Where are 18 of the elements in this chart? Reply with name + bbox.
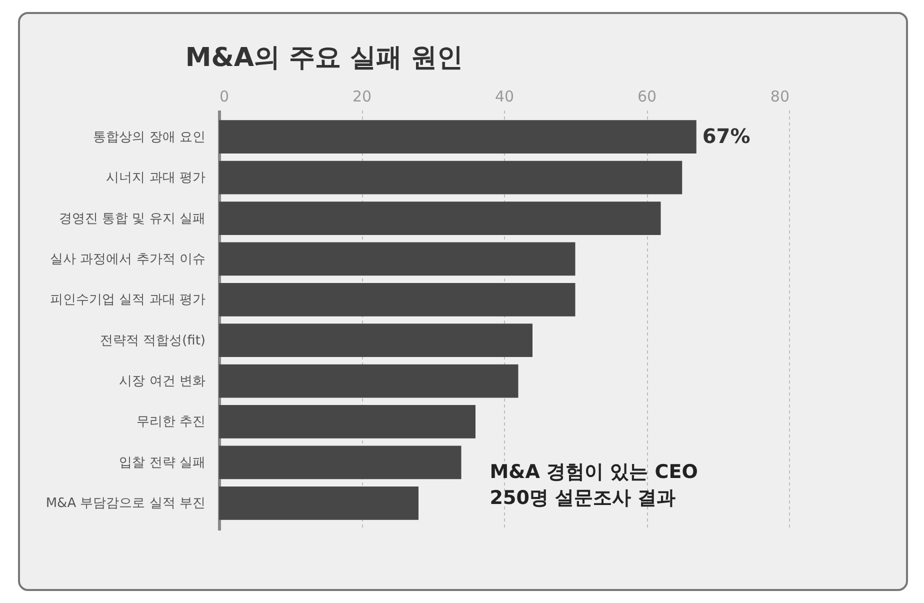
y-tick-label: 시장 여건 변화 bbox=[119, 374, 206, 390]
y-tick-label: 무리한 추진 bbox=[136, 414, 206, 430]
y-tick-label: 전략적 적합성(fit) bbox=[100, 333, 206, 348]
y-tick-label: M&A 부담감으로 실적 부진 bbox=[46, 496, 206, 512]
y-tick-label: 경영진 통합 및 유지 실패 bbox=[58, 211, 206, 226]
y-tick-label: 실사 과정에서 추가적 이슈 bbox=[50, 252, 206, 267]
x-tick-label: 40 bbox=[494, 88, 514, 106]
x-tick-label: 0 bbox=[220, 88, 230, 106]
y-tick-label: 피인수기업 실적 과대 평가 bbox=[50, 292, 206, 308]
chart-title: M&A의 주요 실패 원인 bbox=[185, 43, 464, 73]
y-tick-label: 시너지 과대 평가 bbox=[106, 170, 206, 186]
y-tick-label: 입찰 전략 실패 bbox=[119, 455, 206, 470]
x-tick-label: 20 bbox=[352, 88, 372, 106]
x-tick-label: 60 bbox=[637, 88, 657, 106]
y-tick-label: 통합상의 장애 요인 bbox=[93, 130, 206, 145]
data-label: 67% bbox=[702, 124, 750, 148]
annotation: M&A 경험이 있는 CEO 250명 설문조사 결과 bbox=[490, 460, 698, 509]
x-tick-label: 80 bbox=[770, 88, 790, 106]
